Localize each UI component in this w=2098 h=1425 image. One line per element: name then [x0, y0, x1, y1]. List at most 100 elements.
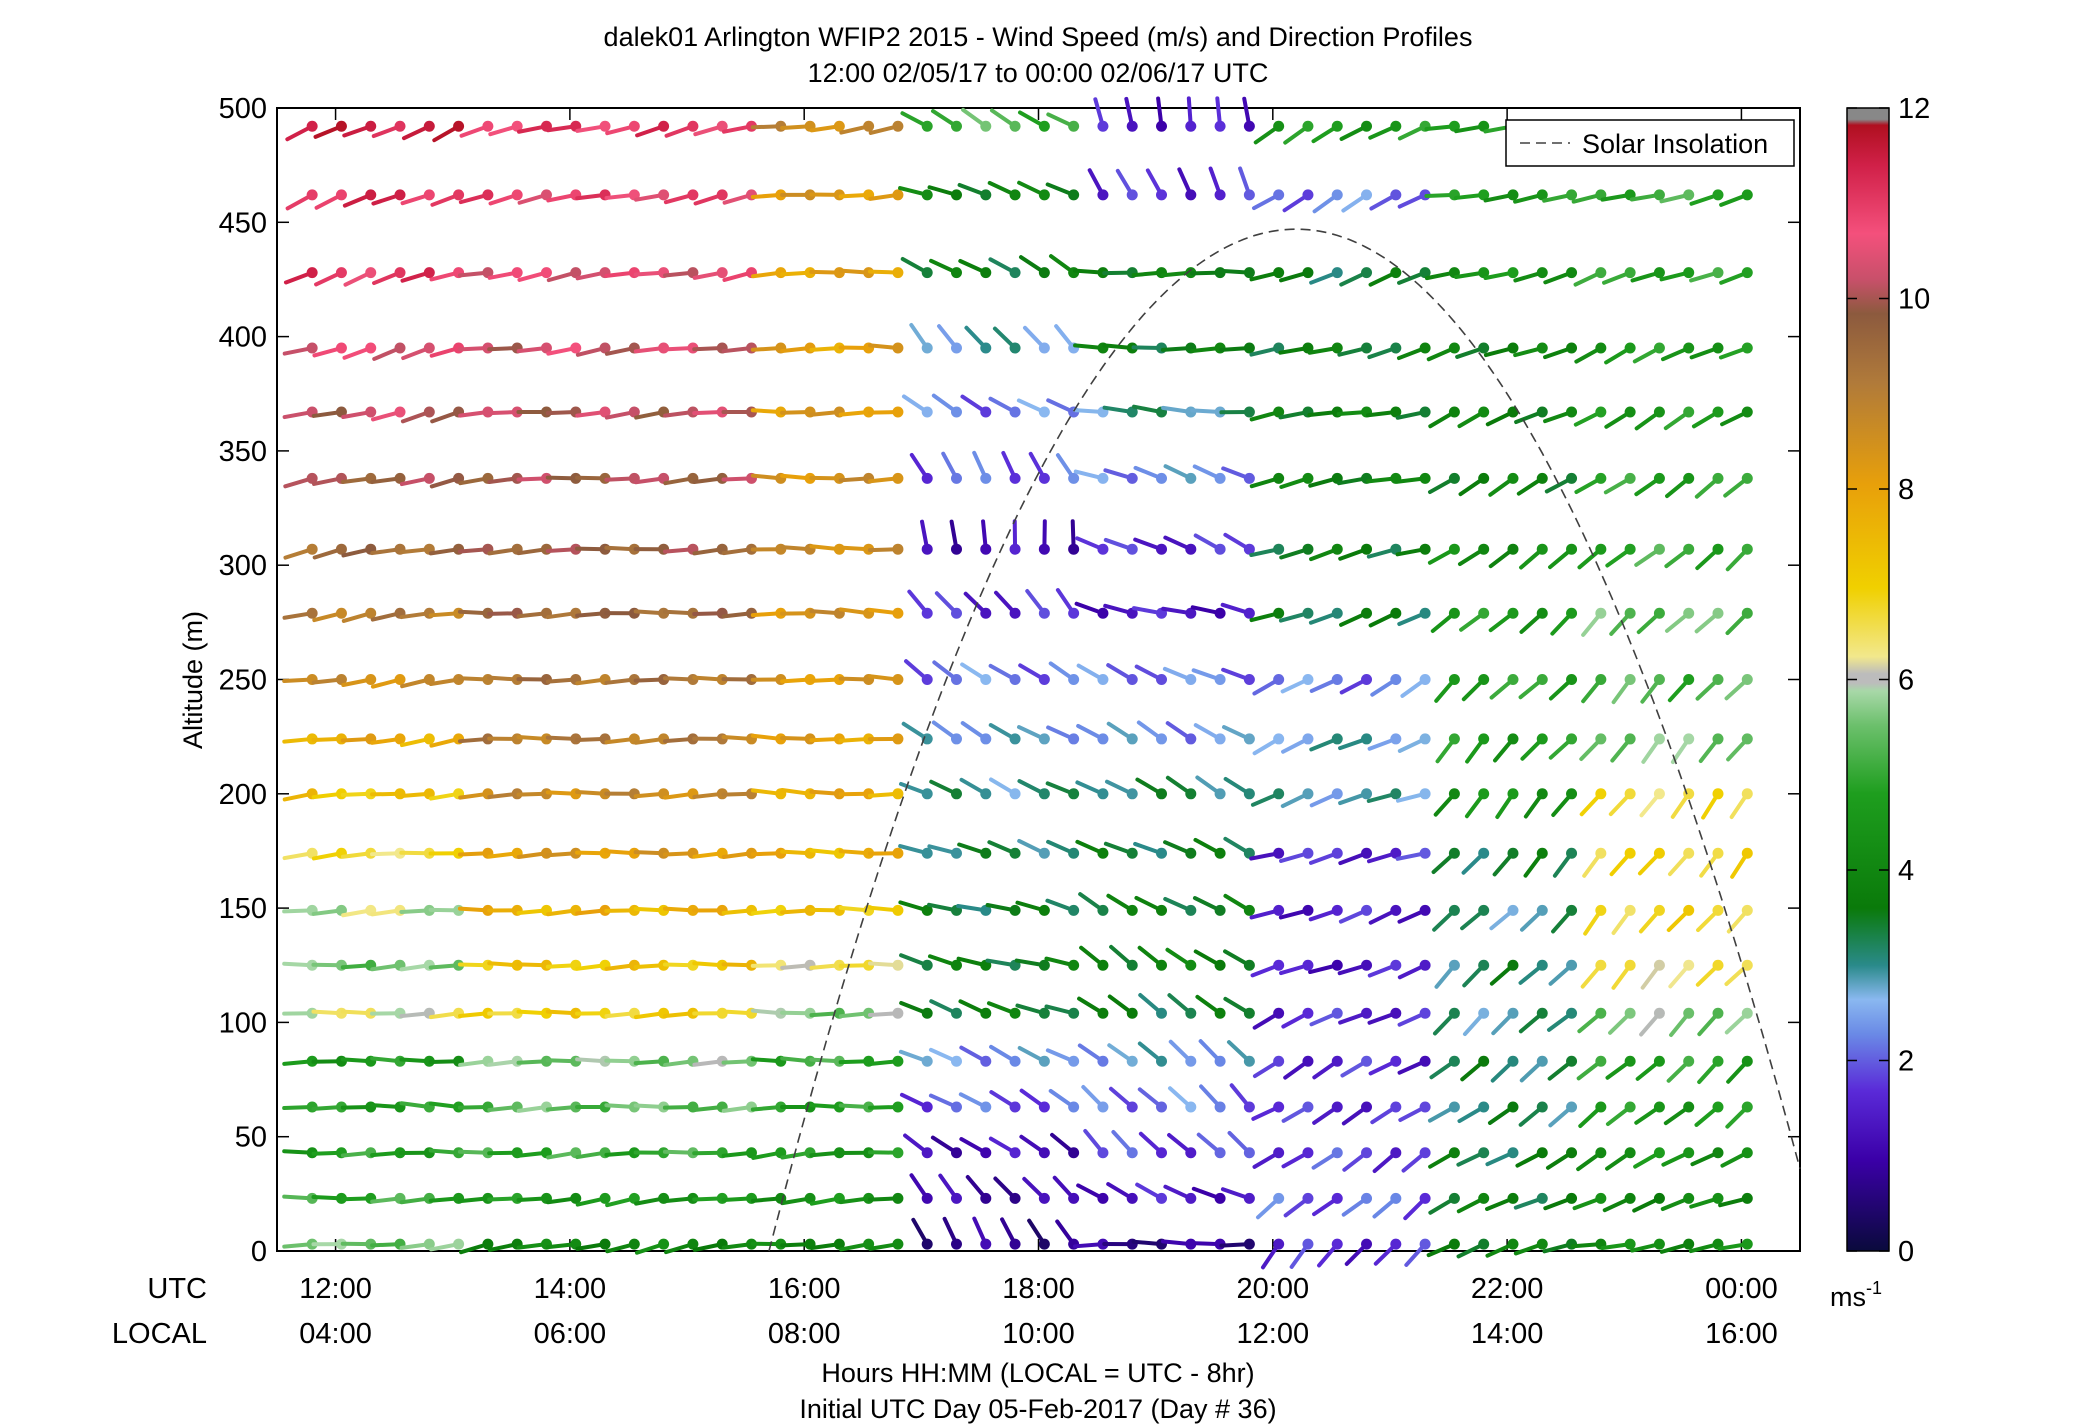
wind-barb-station [335, 120, 347, 132]
wind-barb [1720, 406, 1753, 427]
wind-barb-station [423, 472, 435, 484]
wind-barb-station [1068, 959, 1080, 971]
wind-barb-station [1038, 120, 1050, 132]
wind-barb-station [1126, 120, 1138, 132]
wind-barb-station [306, 847, 318, 859]
wind-barb [1342, 1147, 1373, 1172]
wind-barb-station [1683, 472, 1695, 484]
wind-barb [1577, 1007, 1607, 1034]
wind-barb [1542, 189, 1578, 203]
wind-barb-station [1185, 1055, 1197, 1067]
x-axis-label: Hours HH:MM (LOCAL = UTC - 8hr) [821, 1358, 1254, 1388]
wind-barb-station [1302, 959, 1314, 971]
wind-barb-station [1419, 847, 1431, 859]
wind-barb-station [306, 607, 318, 619]
wind-barb [1219, 342, 1255, 354]
wind-barb [1103, 841, 1138, 859]
wind-barb-station [1536, 267, 1548, 279]
wind-barb [1279, 847, 1314, 863]
wind-barb [1162, 666, 1197, 685]
wind-barb [1729, 788, 1753, 820]
wind-barb [900, 111, 933, 132]
wind-barb-station [394, 267, 406, 279]
wind-barb-station [1419, 543, 1431, 555]
wind-barb-station [482, 267, 494, 279]
wind-barb-station [950, 788, 962, 800]
wind-barb [282, 342, 318, 356]
wind-barb-station [950, 472, 962, 484]
wind-barb-station [1214, 733, 1226, 745]
wind-barb [1312, 1101, 1343, 1125]
wind-barb-station [1361, 733, 1373, 745]
wind-barb-station [1097, 472, 1109, 484]
wind-barb-station [892, 1101, 904, 1113]
wind-barb [1104, 779, 1138, 800]
y-tick-label: 300 [219, 550, 267, 582]
wind-barb [1367, 959, 1402, 978]
wind-barb-station [1566, 342, 1578, 354]
wind-barb [1367, 1007, 1402, 1025]
wind-barb-station [921, 406, 933, 418]
wind-barb-station [921, 1147, 933, 1159]
y-tick-label: 400 [219, 322, 267, 354]
wind-barb [1137, 945, 1168, 971]
wind-barb [1191, 1186, 1226, 1204]
wind-barb [1307, 342, 1343, 355]
wind-barb-station [1243, 543, 1255, 555]
wind-barb [1518, 1007, 1548, 1034]
wind-barb [1488, 472, 1519, 497]
wind-barb-station [1595, 1192, 1607, 1204]
wind-barb [1249, 267, 1285, 282]
wind-barb-station [1156, 959, 1168, 971]
wind-barb-station [1624, 1055, 1636, 1067]
wind-barb-station [1243, 267, 1255, 279]
wind-barb-station [511, 189, 523, 201]
wind-barb-station [1419, 733, 1431, 745]
wind-barb [1485, 1238, 1519, 1258]
wind-barb-station [921, 607, 933, 619]
wind-barb [1730, 847, 1753, 879]
wind-barb-station [1331, 1238, 1343, 1250]
wind-barb [1637, 847, 1665, 876]
wind-barb [1312, 1055, 1343, 1080]
wind-barb-station [1243, 1007, 1255, 1019]
wind-barb [942, 1216, 962, 1250]
wind-barb-station [1566, 1192, 1578, 1204]
wind-barb [1574, 472, 1607, 495]
wind-barb [1052, 1175, 1080, 1204]
wind-barb [1046, 725, 1080, 745]
wind-barb [1017, 779, 1050, 800]
wind-barb-station [1214, 788, 1226, 800]
wind-barb [1219, 406, 1255, 418]
wind-barb-station [1185, 959, 1197, 971]
wind-barb [809, 1238, 845, 1250]
wind-barb-station [1097, 1101, 1109, 1113]
wind-barb-station [1126, 1007, 1138, 1019]
wind-barb-station [1156, 733, 1168, 745]
wind-barb-station [1653, 847, 1665, 859]
wind-barb [634, 189, 670, 202]
wind-barb [1156, 96, 1168, 132]
wind-barb-station [453, 189, 465, 201]
wind-barb [1337, 342, 1373, 357]
wind-barb-station [1361, 1147, 1373, 1159]
wind-barb [1695, 959, 1724, 987]
wind-barb-station [892, 1147, 904, 1159]
wind-barb-station [1653, 1192, 1665, 1204]
wind-barb [516, 342, 552, 354]
wind-barb-station [1478, 406, 1490, 418]
wind-barb [1250, 788, 1285, 807]
wind-barb [1603, 472, 1636, 495]
wind-barb-station [1038, 904, 1050, 916]
y-tick-label: 250 [219, 665, 267, 697]
wind-barb [1309, 733, 1343, 752]
wind-barb [635, 120, 670, 138]
wind-barb-station [1097, 1192, 1109, 1204]
wind-barb-station [1419, 406, 1431, 418]
wind-barb-station [1566, 959, 1578, 971]
wind-barb [1022, 1176, 1050, 1204]
wind-barb-station [1361, 788, 1373, 800]
wind-barb [1068, 519, 1080, 555]
wind-barb [1465, 733, 1490, 764]
wind-barb [1605, 1147, 1636, 1171]
